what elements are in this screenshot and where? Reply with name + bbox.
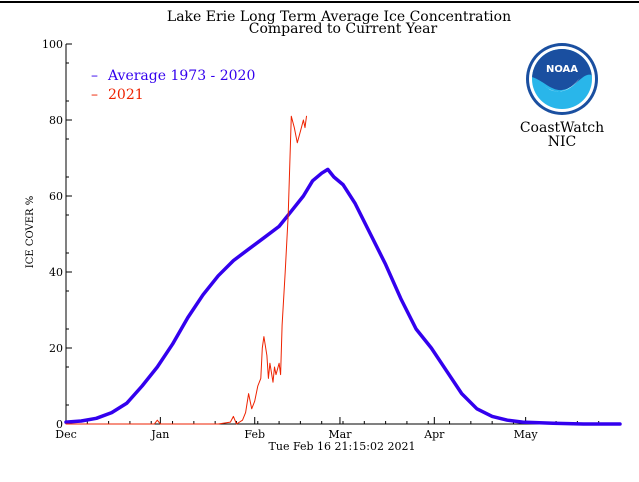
y-tick-label: 20 (49, 342, 63, 355)
legend-marker-average: – (91, 68, 98, 84)
series-line-average (64, 167, 622, 426)
series-line-2021 (65, 115, 307, 425)
chart-subtitle: Compared to Current Year (249, 21, 438, 37)
x-tick-label: Jan (150, 428, 169, 441)
x-tick-label: Dec (55, 428, 77, 441)
logo-caption-line2: NIC (548, 134, 577, 150)
y-ticks: 0 20 40 60 80 100 (42, 38, 72, 431)
x-tick-label: May (514, 428, 539, 441)
x-ticks: Dec Jan Feb Mar Apr May (55, 417, 600, 441)
chart-title: Lake Erie Long Term Average Ice Concentr… (167, 9, 511, 25)
x-tick-label: Apr (423, 428, 445, 441)
y-tick-label: 100 (42, 38, 63, 51)
legend-marker-2021: – (91, 87, 98, 103)
y-tick-label: 0 (56, 418, 63, 431)
logo-caption-line1: CoastWatch (520, 120, 604, 136)
x-tick-label: Feb (244, 428, 265, 441)
logo-badge-text: NOAA (546, 64, 578, 75)
legend-label-average: Average 1973 - 2020 (107, 68, 255, 84)
y-tick-label: 40 (49, 266, 63, 279)
y-tick-label: 60 (49, 190, 63, 203)
noaa-logo: NOAA (526, 43, 598, 115)
timestamp-label: Tue Feb 16 21:15:02 2021 (269, 440, 416, 453)
legend: – Average 1973 - 2020 – 2021 (91, 68, 255, 103)
y-tick-label: 80 (49, 114, 63, 127)
logo-top-half (532, 49, 592, 91)
y-axis-label: ICE COVER % (25, 196, 36, 269)
x-tick-label: Mar (328, 428, 352, 441)
series-layer (64, 115, 622, 426)
legend-label-2021: 2021 (108, 87, 144, 103)
